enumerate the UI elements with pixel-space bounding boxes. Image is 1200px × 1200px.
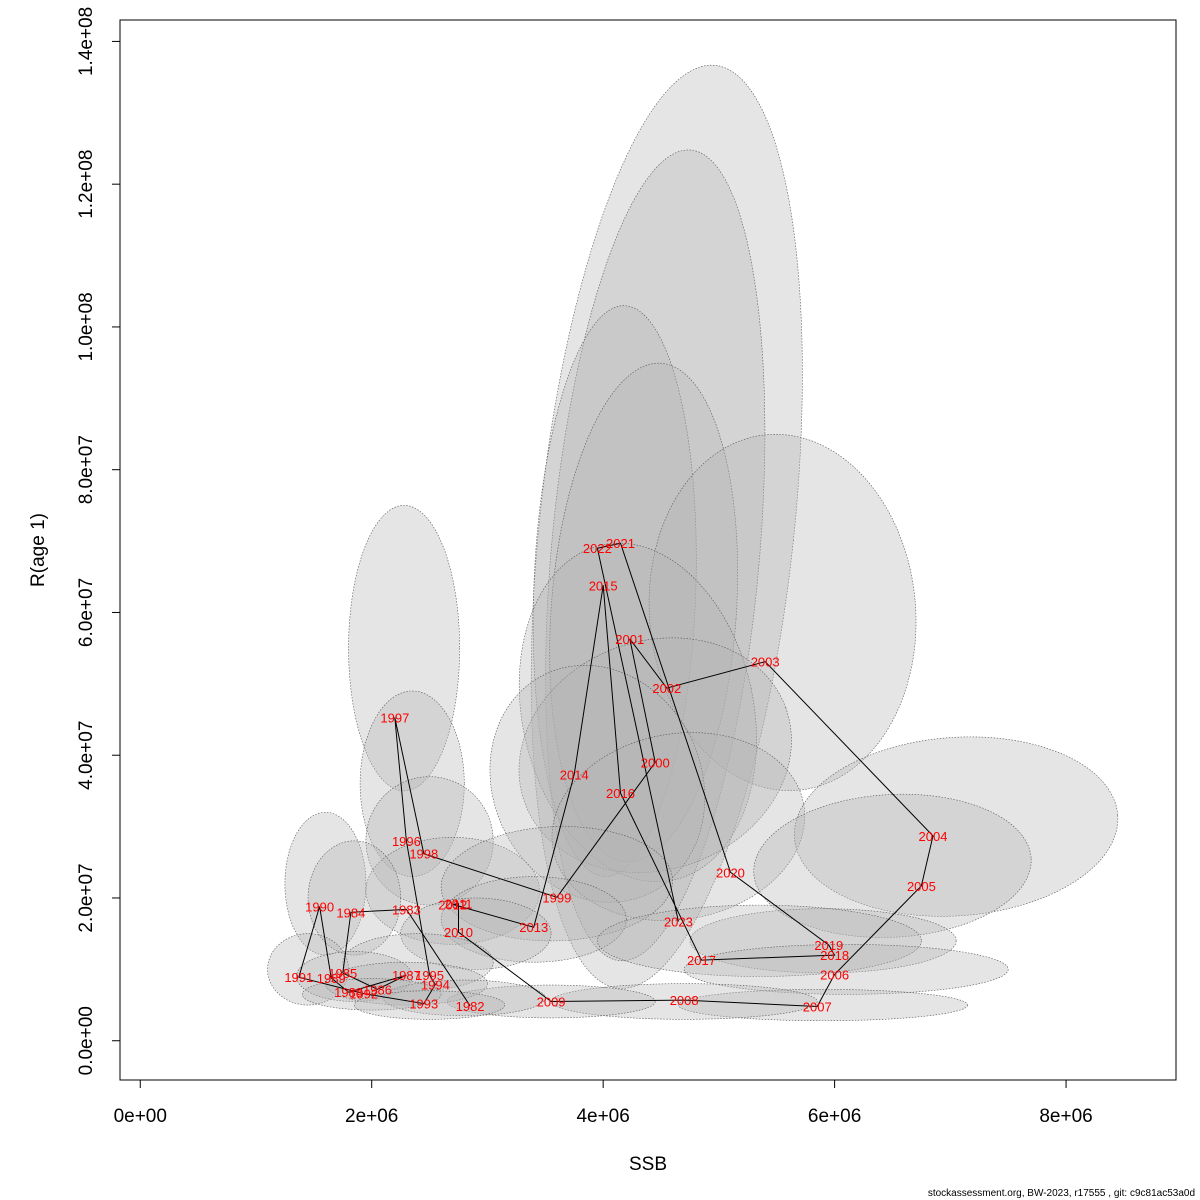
year-label-2005: 2005 — [907, 879, 936, 894]
x-tick-label: 0e+00 — [114, 1106, 167, 1127]
confidence-ellipse — [794, 736, 1119, 917]
year-label-2003: 2003 — [751, 655, 780, 670]
year-label-2021: 2021 — [606, 536, 635, 551]
confidence-ellipse — [518, 542, 757, 882]
year-label-2008: 2008 — [670, 993, 699, 1008]
confidence-ellipse — [365, 776, 494, 906]
year-label-1982: 1982 — [456, 999, 485, 1014]
y-tick-label: 0.0e+00 — [76, 1006, 97, 1075]
confidence-ellipse — [284, 812, 367, 956]
confidence-ellipse — [307, 840, 401, 956]
year-label-1984: 1984 — [336, 905, 365, 920]
x-axis: 0e+00 2e+06 4e+06 6e+06 8e+06 — [114, 1079, 1093, 1127]
year-label-2001: 2001 — [615, 632, 644, 647]
year-label-1995: 1995 — [415, 968, 444, 983]
year-label-1996: 1996 — [392, 834, 421, 849]
x-tick-label: 6e+06 — [808, 1106, 861, 1127]
confidence-ellipse — [296, 951, 413, 1002]
year-label-2006: 2006 — [820, 967, 849, 982]
y-tick-label: 2.0e+07 — [76, 863, 97, 932]
trajectory-line — [298, 542, 934, 1008]
x-tick-label: 2e+06 — [345, 1106, 398, 1127]
year-label-1997: 1997 — [380, 710, 409, 725]
year-label-2016: 2016 — [606, 786, 635, 801]
confidence-ellipse — [440, 826, 673, 942]
year-label-2017: 2017 — [687, 953, 716, 968]
confidence-ellipse — [683, 944, 1009, 995]
confidence-ellipse — [400, 897, 552, 970]
confidence-ellipse — [518, 637, 792, 873]
confidence-ellipse — [489, 665, 706, 903]
year-label-1989: 1989 — [317, 971, 346, 986]
y-tick-label: 1.4e+08 — [76, 7, 97, 76]
confidence-ellipse — [382, 979, 546, 1017]
confidence-ellipse — [359, 690, 465, 877]
year-label-2019: 2019 — [814, 938, 843, 953]
confidence-ellipse — [530, 64, 803, 989]
year-label-2004: 2004 — [919, 829, 948, 844]
y-tick-label: 4.0e+07 — [76, 721, 97, 790]
y-tick-label: 8.0e+07 — [76, 435, 97, 504]
year-label-1993: 1993 — [409, 997, 438, 1012]
year-label-1991: 1991 — [284, 970, 313, 985]
y-tick-label: 1.2e+08 — [76, 150, 97, 219]
confidence-ellipse — [597, 904, 922, 977]
year-label-1983: 1983 — [392, 902, 421, 917]
year-label-2012: 2012 — [438, 897, 467, 912]
x-tick-label: 4e+06 — [576, 1106, 629, 1127]
year-label-1988: 1988 — [334, 985, 363, 1000]
confidence-ellipse — [532, 305, 697, 877]
confidence-ellipse — [440, 876, 627, 963]
year-label-2011: 2011 — [445, 897, 473, 912]
year-label-1992: 1992 — [349, 987, 378, 1002]
y-tick-label: 1.0e+08 — [76, 292, 97, 361]
confidence-ellipse — [678, 989, 968, 1022]
year-label-2015: 2015 — [589, 578, 618, 593]
year-label-2000: 2000 — [641, 755, 670, 770]
year-label-1998: 1998 — [409, 847, 438, 862]
y-tick-label: 6.0e+07 — [76, 578, 97, 647]
footer-credit: stockassessment.org, BW-2023, r17555 , g… — [928, 1188, 1195, 1199]
x-tick-label: 8e+06 — [1039, 1106, 1092, 1127]
year-label-1987: 1987 — [392, 968, 421, 983]
year-label-1994: 1994 — [421, 977, 450, 992]
x-axis-title: SSB — [629, 1154, 667, 1175]
year-labels: 1982198319841985198619871988198919901991… — [284, 536, 947, 1014]
year-label-2014: 2014 — [560, 767, 589, 782]
year-label-1990: 1990 — [305, 900, 334, 915]
year-label-2007: 2007 — [803, 999, 832, 1014]
year-label-2002: 2002 — [652, 681, 681, 696]
year-label-2023: 2023 — [664, 915, 693, 930]
recruitment-trajectory — [298, 542, 934, 1008]
year-label-2010: 2010 — [444, 925, 473, 940]
year-label-1985: 1985 — [328, 966, 357, 981]
year-label-2020: 2020 — [716, 865, 745, 880]
confidence-ellipse — [267, 933, 349, 1006]
y-axis: 0.0e+00 2.0e+07 4.0e+07 6.0e+07 8.0e+07 1.0e+… — [76, 7, 121, 1075]
year-label-2009: 2009 — [537, 994, 566, 1009]
year-label-1986: 1986 — [363, 982, 392, 997]
y-axis-title: R(age 1) — [28, 513, 49, 587]
year-label-2018: 2018 — [820, 948, 849, 963]
year-label-1999: 1999 — [542, 890, 571, 905]
year-label-2022: 2022 — [583, 541, 612, 556]
confidence-ellipse — [648, 434, 917, 791]
confidence-ellipse — [348, 505, 460, 792]
confidence-ellipses — [267, 64, 1119, 1022]
year-label-2013: 2013 — [519, 920, 548, 935]
